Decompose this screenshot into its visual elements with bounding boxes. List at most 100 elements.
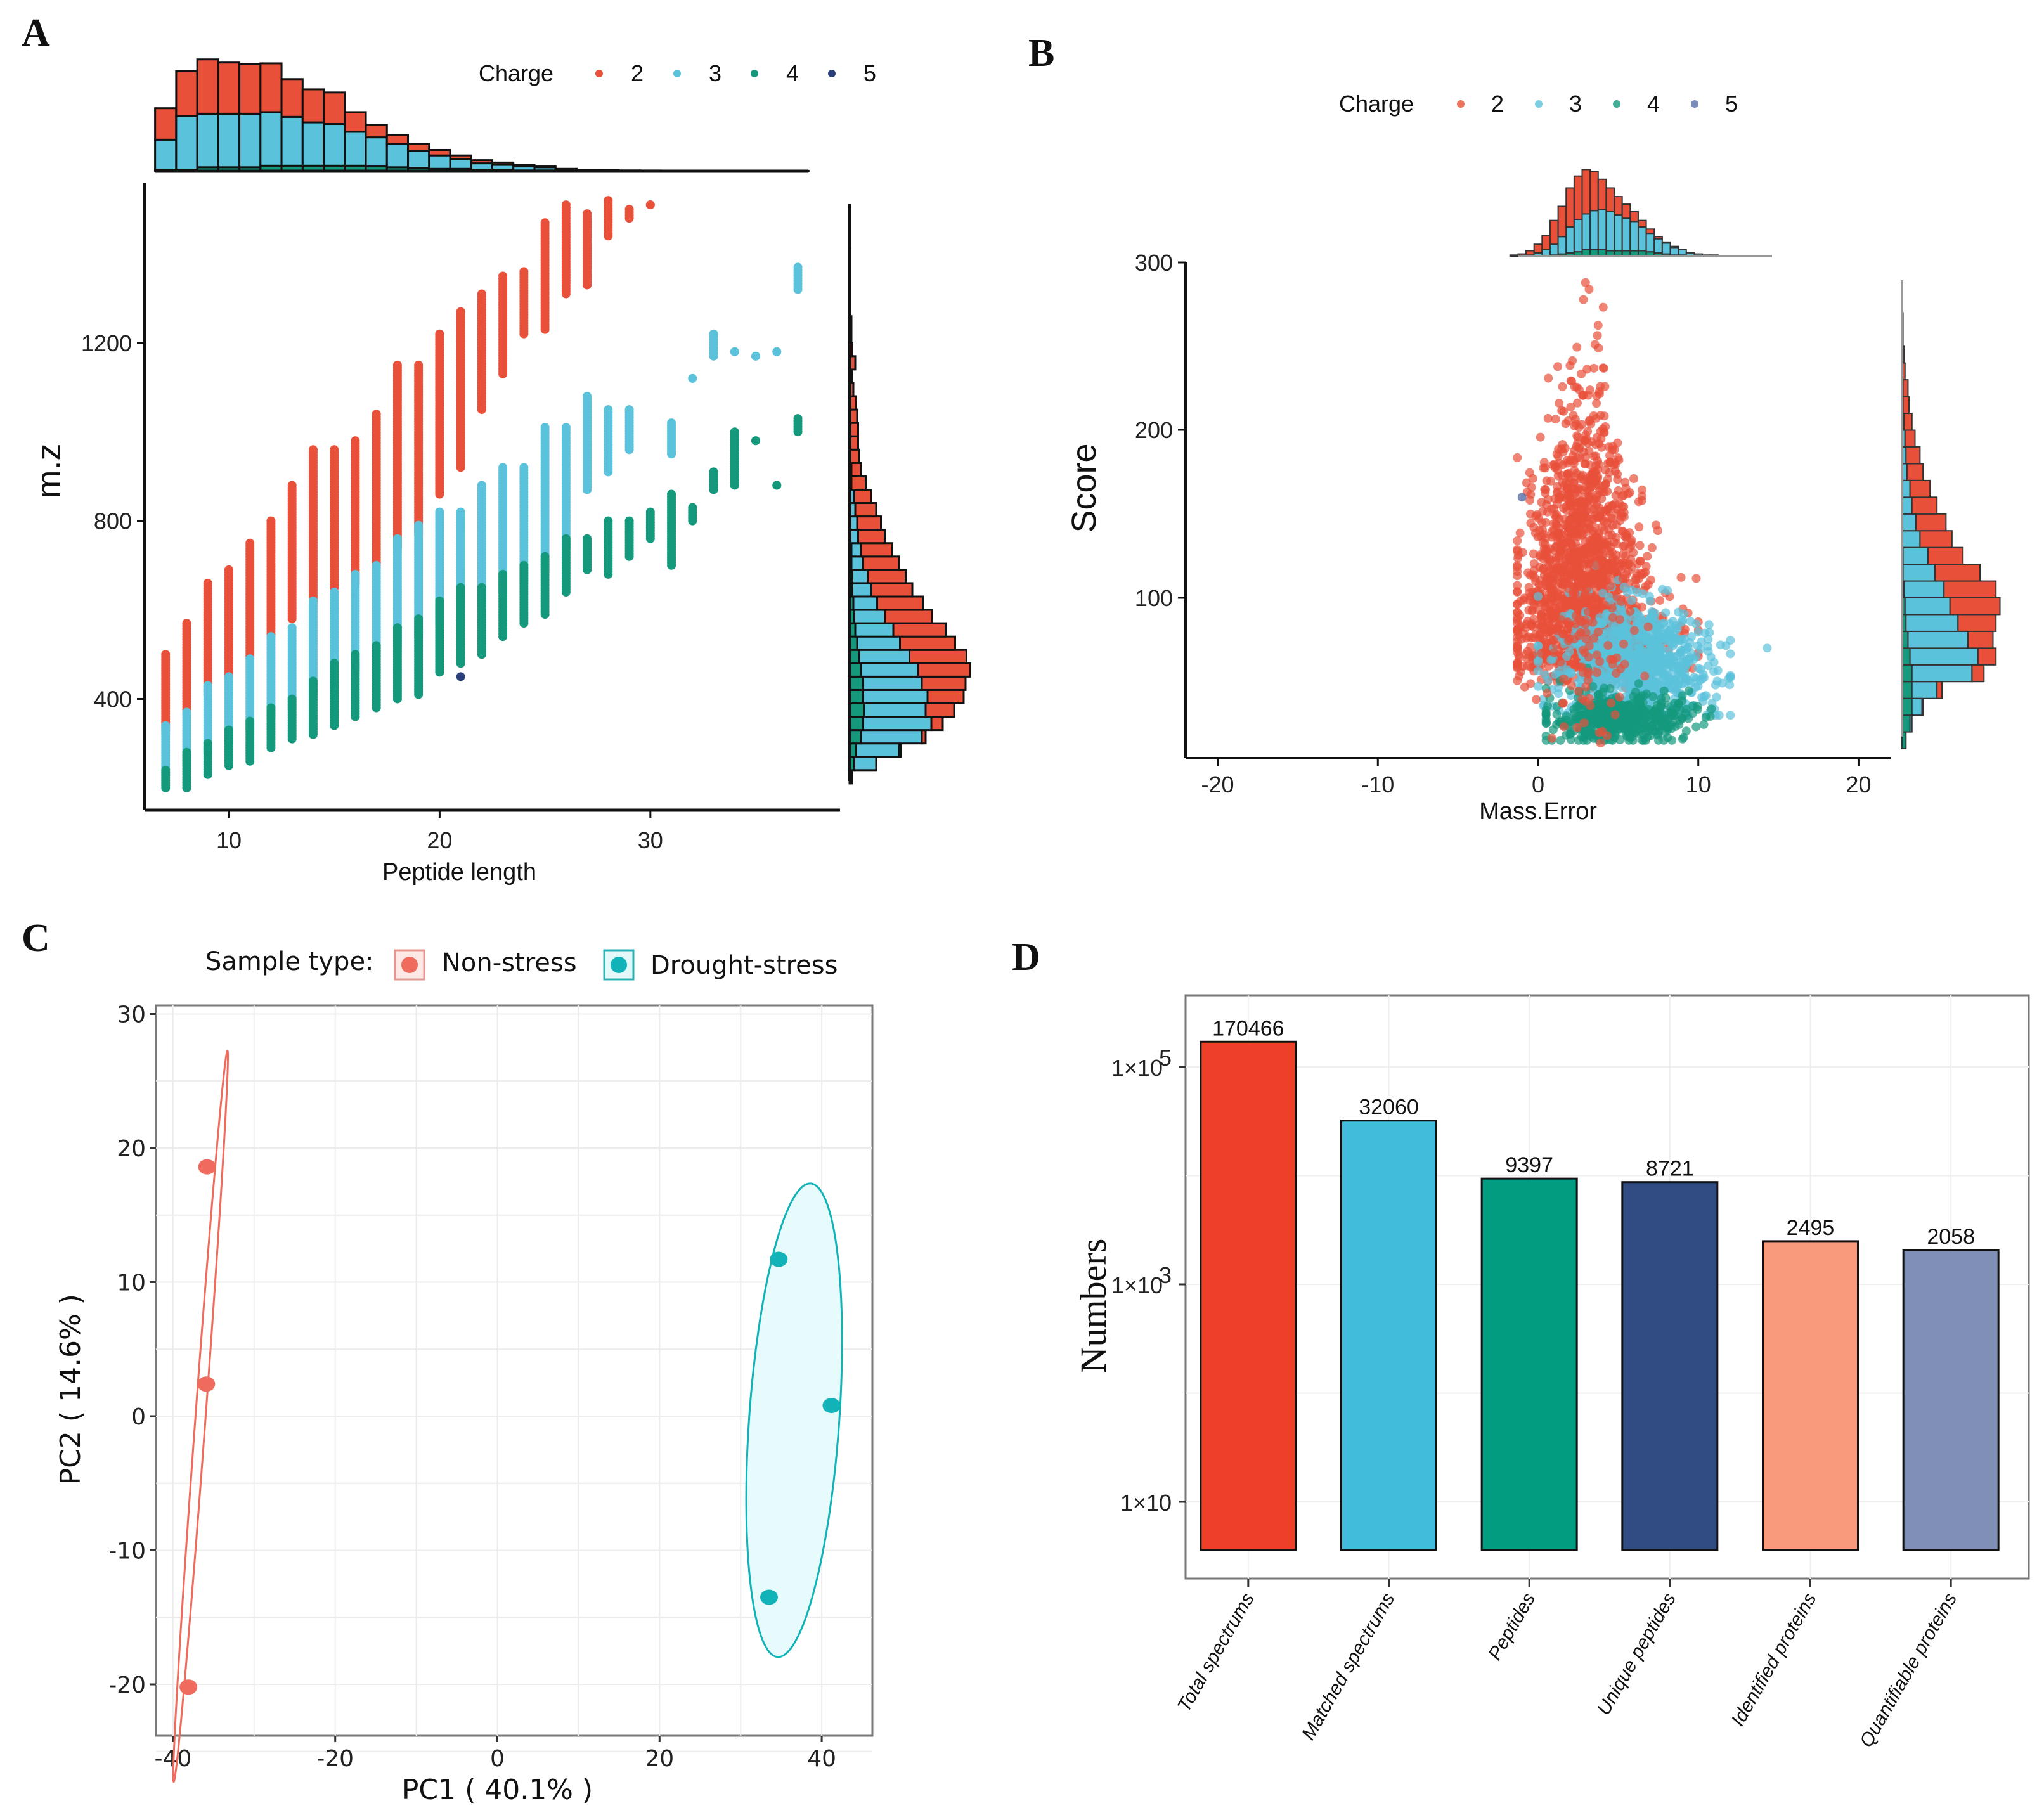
data-point-charge-4: [583, 534, 592, 543]
right-hist-bar-charge-4: [848, 688, 864, 704]
x-tick-label: 20: [427, 827, 452, 853]
data-point-charge-4: [161, 765, 171, 775]
data-point-charge-4: [498, 569, 508, 579]
data-point-charge-3: [161, 721, 171, 730]
right-hist-bar-charge-2: [850, 422, 859, 437]
data-point-charge-3: [1726, 649, 1735, 659]
data-point-charge-4: [330, 659, 339, 668]
data-point-charge-4: [477, 583, 486, 592]
right-hist-bar-charge-4: [848, 702, 865, 718]
data-point-charge-2: [1599, 363, 1608, 373]
data-point-charge-3: [1618, 627, 1627, 636]
data-point-charge-2: [561, 200, 571, 210]
data-point-charge-3: [1644, 645, 1653, 655]
data-point-charge-2: [1570, 422, 1579, 431]
data-point-charge-3: [1617, 647, 1626, 657]
data-point-charge-4: [182, 747, 191, 757]
data-point-charge-3: [1631, 650, 1641, 660]
data-point-charge-4: [624, 516, 634, 526]
right-hist-bar-charge-3: [862, 716, 933, 732]
scatter-points: [161, 196, 803, 792]
data-point-charge-4: [688, 503, 697, 512]
data-point-charge-3: [1648, 609, 1657, 619]
right-hist-bar-charge-2: [876, 595, 924, 611]
data-point-charge-2: [1579, 295, 1588, 304]
top-hist-bar-charge-2: [323, 91, 346, 126]
data-point-charge-2: [1566, 402, 1575, 411]
data-point-charge-3: [1555, 667, 1564, 676]
data-point-charge-2: [1584, 285, 1594, 294]
right-hist-bar-charge-3: [863, 702, 927, 718]
data-point-charge-3: [245, 654, 255, 664]
data-point-charge-4: [392, 623, 402, 633]
y-axis-title: m.z: [30, 444, 68, 499]
data-point-charge-4: [351, 650, 360, 659]
right-hist-bar-charge-2: [892, 622, 947, 638]
data-point-charge-4: [793, 414, 803, 423]
data-point-charge-3: [1636, 664, 1646, 673]
right-hist-bar-charge-3: [853, 756, 877, 772]
data-point-charge-2: [604, 196, 613, 205]
data-point-charge-2: [1613, 438, 1622, 448]
data-point-charge-2: [203, 578, 212, 588]
data-point-charge-4: [1634, 679, 1643, 688]
data-point-charge-2: [456, 307, 465, 316]
data-point-charge-3: [1627, 596, 1636, 605]
data-point-charge-2: [392, 360, 402, 370]
data-point-charge-4: [645, 507, 655, 517]
data-point-charge-4: [519, 560, 529, 570]
top-hist-bar-charge-2: [280, 78, 304, 118]
data-point-charge-3: [1666, 631, 1676, 641]
data-point-charge-3: [1638, 589, 1648, 598]
data-point-charge-2: [1515, 528, 1525, 538]
top-hist-bar-charge-2: [491, 161, 515, 166]
legend-label: 4: [786, 60, 799, 86]
data-point-charge-2: [1594, 389, 1604, 399]
right-hist-bar-charge-3: [862, 688, 929, 704]
data-point-charge-3: [1563, 668, 1572, 677]
data-point-charge-2: [1570, 465, 1579, 475]
top-hist-bar-charge-3: [385, 143, 410, 169]
data-point-charge-3: [1704, 620, 1714, 630]
x-tick-label: -20: [1201, 772, 1234, 797]
data-point-charge-3: [498, 463, 508, 472]
data-point-charge-2: [1525, 595, 1534, 605]
data-point-charge-3: [604, 405, 613, 415]
data-point-charge-2: [351, 436, 360, 446]
data-point-charge-3: [456, 507, 465, 517]
data-point-charge-4: [245, 716, 255, 726]
right-hist-bar-charge-3: [856, 635, 901, 651]
data-point-charge-2: [1613, 475, 1622, 484]
data-point-charge-4: [435, 597, 444, 605]
data-point-charge-2: [1612, 550, 1621, 560]
top-hist-bar-charge-2: [259, 62, 283, 113]
x-tick-label: 0: [1532, 772, 1544, 797]
data-point-charge-2: [1543, 562, 1553, 571]
data-point-charge-2: [1513, 562, 1522, 572]
data-point-charge-3: [351, 569, 360, 579]
data-point-charge-2: [1536, 630, 1545, 640]
data-point-charge-2: [1589, 363, 1599, 373]
data-point-charge-3: [1701, 691, 1711, 701]
data-point-charge-2: [1598, 302, 1608, 312]
legend-dot-charge-5: [828, 70, 836, 77]
data-point-charge-4: [540, 552, 550, 561]
top-hist-bar-charge-3: [407, 150, 430, 169]
right-hist-bar-charge-2: [850, 395, 857, 411]
x-tick-label: -10: [1361, 772, 1394, 797]
right-hist-bar-charge-2: [870, 582, 914, 598]
y-tick-label: 800: [94, 508, 132, 534]
right-hist-bar-charge-2: [850, 408, 858, 424]
data-point-charge-3: [1577, 676, 1586, 685]
data-point-charge-3: [1726, 672, 1735, 681]
data-point-charge-3: [583, 392, 592, 401]
data-point-charge-2: [1543, 507, 1552, 517]
data-point-charge-2: [1569, 458, 1579, 468]
data-point-charge-3: [1680, 642, 1690, 651]
data-point-charge-2: [1635, 541, 1645, 550]
y-tick-label: 200: [1135, 417, 1173, 443]
data-point-charge-3: [1617, 678, 1627, 687]
data-point-charge-3: [308, 597, 318, 605]
data-point-charge-2: [1536, 432, 1545, 442]
